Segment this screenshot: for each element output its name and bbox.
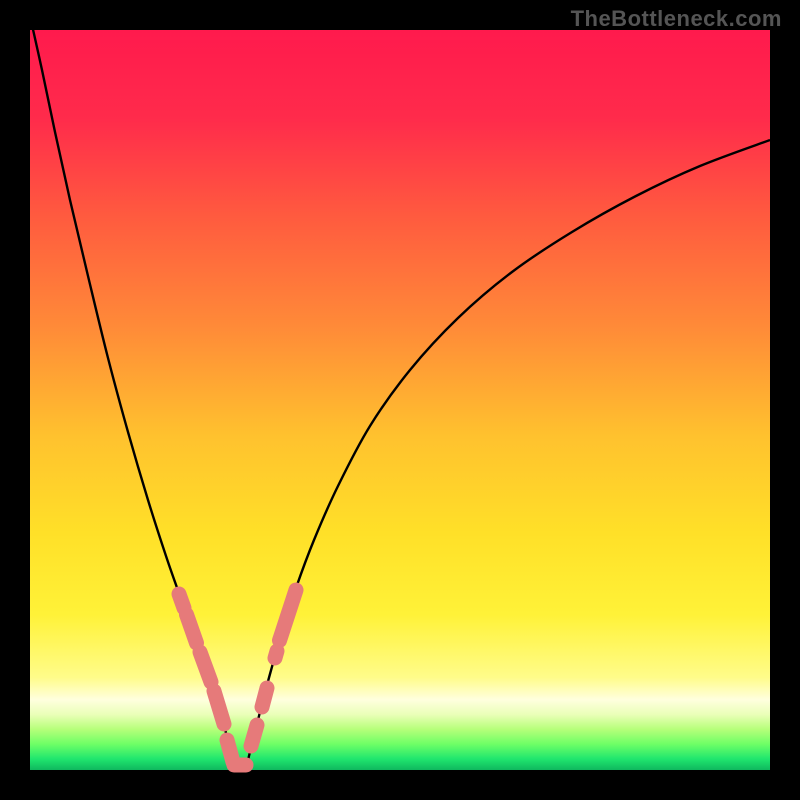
highlight-segment [187, 615, 197, 644]
highlight-segment [214, 691, 224, 724]
highlight-segment [262, 688, 267, 707]
highlight-segment [179, 594, 184, 608]
highlight-segment [275, 651, 277, 658]
gradient-background [30, 30, 770, 770]
highlight-segment [251, 725, 257, 746]
highlight-segment [200, 652, 211, 682]
chart-container: TheBottleneck.com [0, 0, 800, 800]
bottleneck-chart [0, 0, 800, 800]
